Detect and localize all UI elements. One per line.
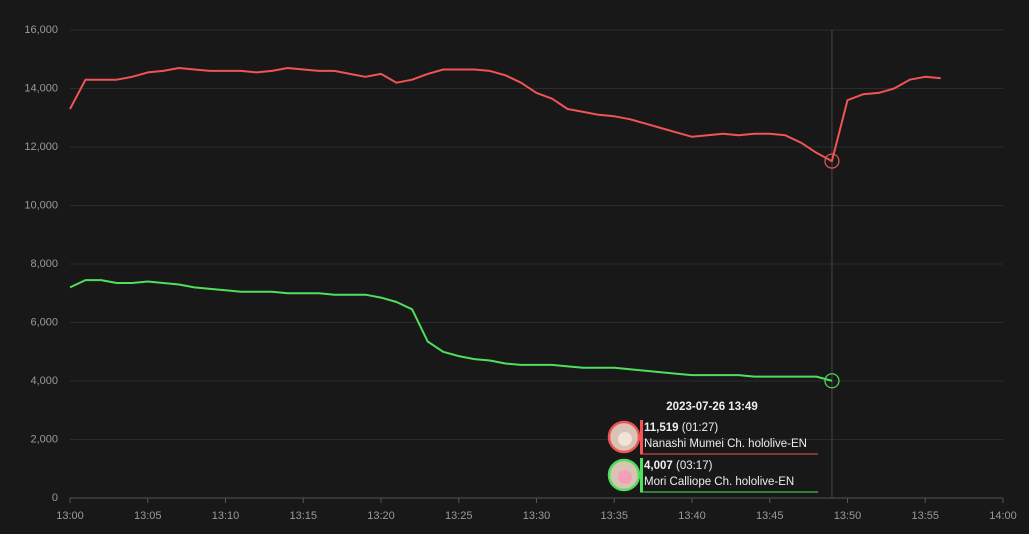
color-bar (640, 458, 643, 492)
tooltip-name: Nanashi Mumei Ch. hololive-EN (644, 438, 807, 450)
x-tick-label: 13:20 (367, 510, 395, 522)
avatar-face (618, 432, 632, 446)
hover-point (824, 153, 840, 169)
tooltip-title: 2023-07-26 13:49 (666, 401, 757, 413)
y-tick-label: 2,000 (30, 433, 58, 445)
x-tick-label: 14:00 (989, 510, 1017, 522)
y-tick-label: 4,000 (30, 375, 58, 387)
x-tick-label: 13:10 (212, 510, 240, 522)
color-bar (640, 420, 643, 454)
x-tick-label: 13:35 (600, 510, 628, 522)
x-tick-label: 13:00 (56, 510, 84, 522)
tooltip-value: 11,519 (01:27) (644, 422, 718, 434)
y-tick-label: 12,000 (24, 141, 58, 153)
series-line (69, 279, 833, 382)
tooltip-entry: 4,007 (03:17) Mori Calliope Ch. hololive-… (607, 458, 818, 493)
y-tick-label: 16,000 (24, 24, 58, 36)
x-tick-label: 13:30 (523, 510, 551, 522)
tooltip-extra: (01:27) (682, 422, 719, 434)
y-tick-label: 8,000 (30, 258, 58, 270)
tooltip-entry: 11,519 (01:27) Nanashi Mumei Ch. hololive… (607, 420, 818, 455)
series-line (69, 67, 941, 163)
x-tick-label: 13:05 (134, 510, 162, 522)
tooltip-value: 4,007 (03:17) (644, 460, 713, 472)
x-tick-label: 13:40 (678, 510, 706, 522)
tooltip-extra: (03:17) (676, 460, 713, 472)
y-tick-label: 0 (52, 492, 58, 504)
avatar-face (618, 470, 632, 484)
x-tick-label: 13:15 (289, 510, 317, 522)
hover-point (824, 373, 840, 389)
x-tick-label: 13:50 (834, 510, 862, 522)
y-tick-label: 6,000 (30, 316, 58, 328)
x-tick-label: 13:55 (911, 510, 939, 522)
x-tick-label: 13:25 (445, 510, 473, 522)
tooltip-name: Mori Calliope Ch. hololive-EN (644, 476, 794, 488)
y-tick-label: 10,000 (24, 199, 58, 211)
y-tick-label: 14,000 (24, 82, 58, 94)
x-tick-label: 13:45 (756, 510, 784, 522)
tooltip-value-label: 4,007 (644, 460, 673, 472)
tooltip-value-label: 11,519 (644, 422, 679, 434)
